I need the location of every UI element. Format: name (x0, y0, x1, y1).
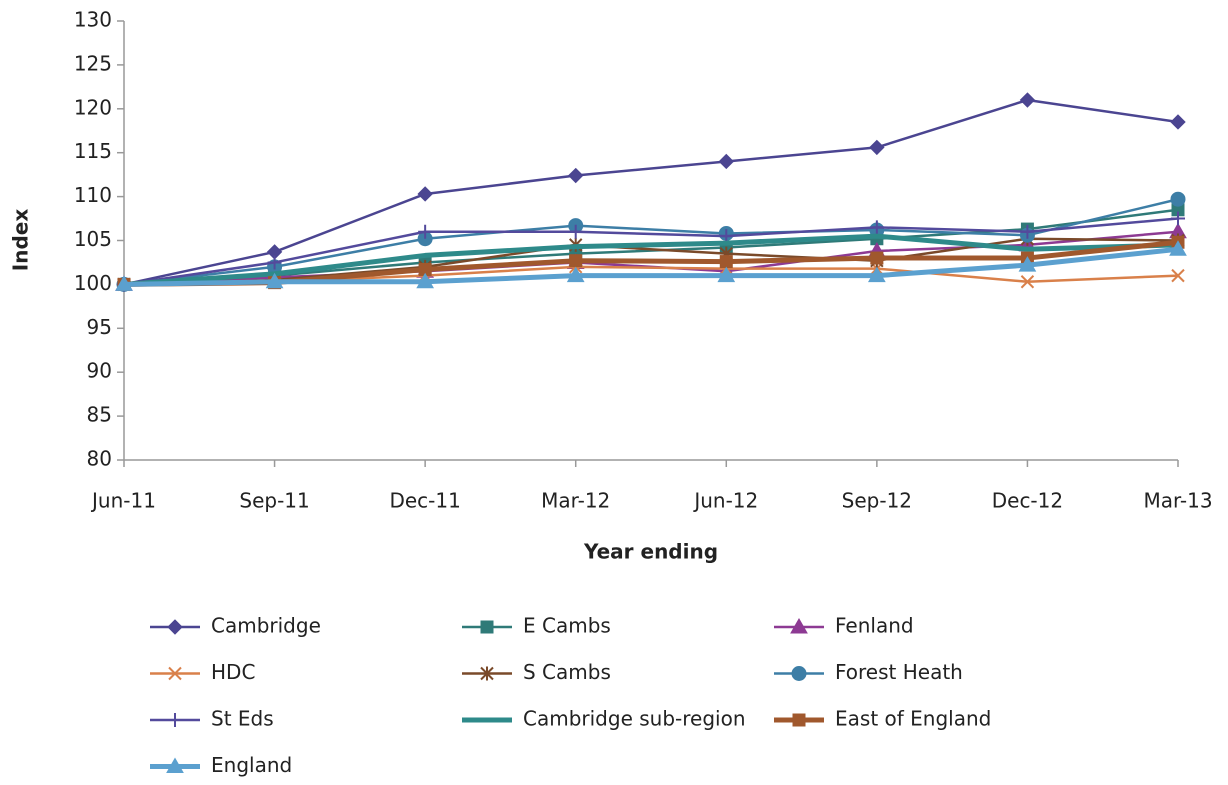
legend-marker (166, 757, 184, 773)
data-point (265, 272, 284, 289)
series-line (123, 217, 1179, 286)
legend-label: HDC (211, 660, 255, 684)
legend-label: Forest Heath (835, 660, 963, 684)
data-point (267, 255, 282, 270)
y-tick-label: 125 (74, 51, 112, 75)
legend-label: Cambridge (211, 614, 321, 638)
data-point (867, 266, 886, 283)
y-tick-label: 90 (87, 359, 112, 383)
data-point (1170, 114, 1186, 130)
x-tick-label: Dec-11 (389, 489, 460, 513)
legend-marker (480, 666, 494, 681)
legend-label: S Cambs (523, 660, 611, 684)
data-point (1020, 224, 1035, 239)
y-tick-label: 95 (87, 315, 112, 339)
legend-marker (168, 666, 182, 681)
series-line (123, 233, 1179, 287)
x-tick-label: Sep-11 (239, 489, 309, 513)
legend-marker (168, 713, 182, 727)
series-line (123, 98, 1179, 286)
legend-label: East of England (835, 707, 991, 731)
series-line (123, 198, 1179, 286)
legend-label: St Eds (211, 707, 274, 731)
y-tick-label: 80 (87, 447, 112, 471)
y-tick-label: 115 (74, 139, 112, 163)
data-point (1169, 240, 1187, 256)
data-point (568, 224, 583, 239)
legend-label: Cambridge sub-region (523, 707, 746, 731)
y-tick-label: 110 (74, 183, 112, 207)
data-point (1018, 256, 1037, 272)
x-tick-label: Jun-11 (90, 489, 156, 513)
legend-marker (480, 620, 494, 634)
x-axis-label: Year ending (583, 540, 718, 564)
data-point (416, 272, 435, 289)
legend-marker (792, 713, 806, 727)
data-point (869, 139, 885, 156)
series-line (123, 246, 1179, 287)
y-tick-label: 100 (74, 271, 112, 295)
data-point (1020, 275, 1035, 289)
x-tick-label: Mar-12 (541, 489, 610, 513)
data-point (717, 266, 736, 283)
legend-label: Fenland (835, 614, 914, 638)
legend-marker (790, 617, 808, 634)
y-tick-label: 120 (74, 95, 112, 119)
data-point (1171, 268, 1185, 283)
data-point (718, 153, 734, 170)
legend-marker (791, 666, 807, 681)
legend-label: E Cambs (523, 614, 611, 638)
data-point (869, 220, 884, 235)
legend-marker (167, 619, 183, 635)
data-point (1171, 211, 1185, 226)
data-point (1019, 92, 1036, 108)
series-line (123, 237, 1179, 286)
data-point (566, 266, 585, 283)
data-point (418, 224, 433, 239)
y-tick-label: 85 (87, 403, 112, 427)
legend-label: England (211, 753, 292, 777)
data-point (569, 254, 583, 268)
data-point (719, 255, 733, 269)
y-tick-label: 130 (74, 8, 112, 32)
y-tick-label: 105 (74, 227, 112, 251)
data-point (115, 275, 133, 291)
x-tick-label: Sep-12 (842, 489, 912, 513)
x-tick-label: Dec-12 (992, 489, 1063, 513)
x-tick-label: Mar-13 (1143, 489, 1212, 513)
data-point (568, 167, 584, 184)
data-point (870, 251, 884, 265)
data-point (417, 186, 433, 202)
data-point (1170, 191, 1186, 207)
x-tick-label: Jun-12 (692, 489, 758, 513)
y-axis-label: Index (9, 209, 33, 272)
